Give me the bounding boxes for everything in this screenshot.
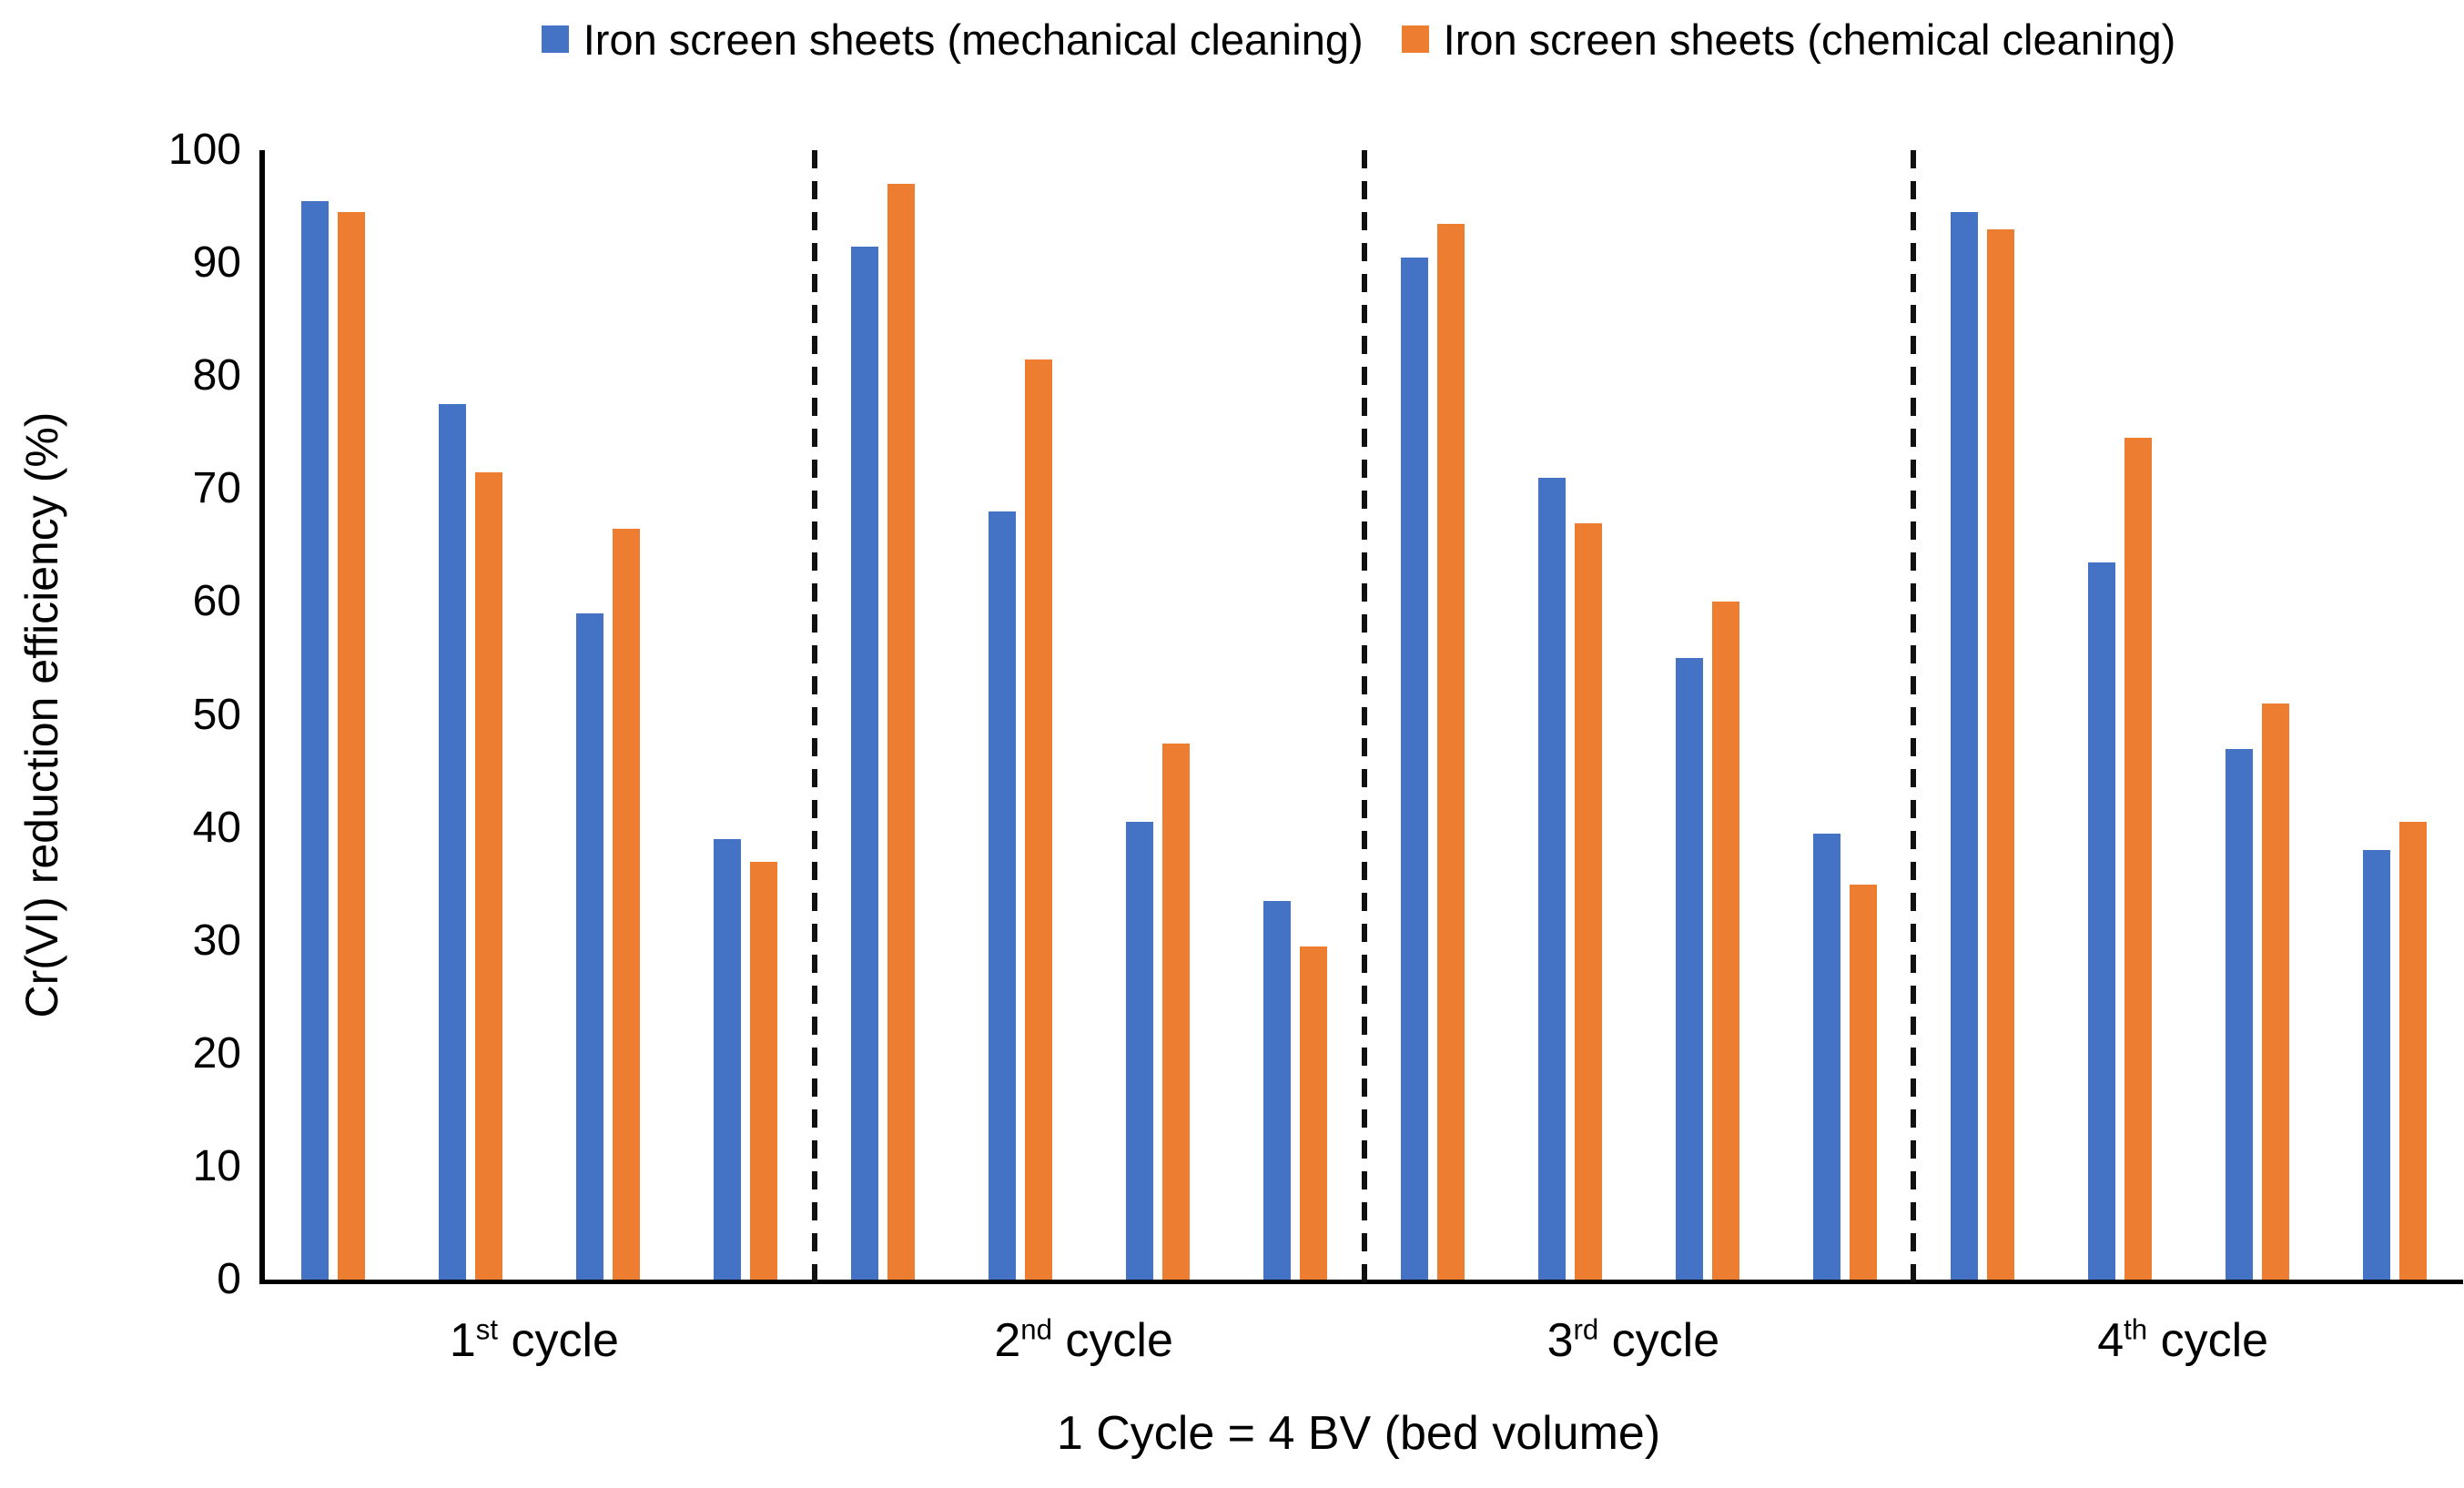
y-tick-label: 30 <box>192 916 241 965</box>
bar-group <box>1364 150 1914 1280</box>
y-axis-title: Cr(VI) reduction efficiency (%) <box>16 411 67 1018</box>
y-tick-label: 70 <box>192 464 241 513</box>
bar-chemical <box>1300 946 1328 1280</box>
y-tick-label: 90 <box>192 238 241 288</box>
bar-chemical <box>2261 704 2289 1280</box>
legend-label-mechanical: Iron screen sheets (mechanical cleaning) <box>583 15 1364 64</box>
bar-chemical <box>338 212 366 1280</box>
bar-chemical <box>1849 884 1877 1280</box>
bar-chemical <box>1711 602 1739 1280</box>
y-tick-label: 100 <box>167 126 241 174</box>
bar-pair <box>1913 150 2051 1280</box>
bar-mechanical <box>1950 212 1978 1280</box>
bar-mechanical <box>1400 257 1428 1280</box>
bar-chemical <box>475 471 503 1280</box>
x-category-label: 1st cycle <box>449 1313 619 1367</box>
bar-mechanical <box>2225 748 2253 1280</box>
bar-chemical <box>1436 223 1465 1280</box>
bar-pair <box>2188 150 2326 1280</box>
bar-group <box>1913 150 2463 1280</box>
bar-pair <box>2051 150 2188 1280</box>
bar-group <box>815 150 1364 1280</box>
bar-mechanical <box>1537 477 1566 1280</box>
bar-mechanical <box>1812 833 1840 1280</box>
bar-mechanical <box>576 612 604 1280</box>
bar-mechanical <box>851 246 879 1280</box>
bar-pair <box>1776 150 1913 1280</box>
legend-item-chemical: Iron screen sheets (chemical cleaning) <box>1401 15 2176 64</box>
bar-pair <box>540 150 677 1280</box>
bar-pair <box>2326 150 2463 1280</box>
legend-swatch-chemical-icon <box>1401 25 1429 53</box>
bar-chemical <box>613 528 641 1280</box>
bar-pair <box>265 150 402 1280</box>
x-category-label: 3rd cycle <box>1546 1313 1720 1367</box>
bar-mechanical <box>2362 850 2390 1280</box>
bar-mechanical <box>1263 901 1292 1280</box>
bar-chemical <box>1574 522 1602 1280</box>
bar-pair <box>1090 150 1227 1280</box>
bar-chemical <box>2398 822 2427 1280</box>
plot-area <box>259 150 2463 1284</box>
x-category-label: 2nd cycle <box>994 1313 1173 1367</box>
bar-chemical <box>1162 743 1191 1280</box>
bar-group <box>265 150 815 1280</box>
x-axis-title: 1 Cycle = 4 BV (bed volume) <box>1056 1407 1661 1460</box>
y-tick-label: 0 <box>217 1255 241 1303</box>
bar-mechanical <box>2087 562 2115 1280</box>
bar-pair <box>815 150 952 1280</box>
cycle-separator-dashed-line <box>811 150 817 1284</box>
y-tick-label: 50 <box>192 690 241 739</box>
bar-pair <box>1364 150 1502 1280</box>
bar-pair <box>1638 150 1776 1280</box>
legend-swatch-mechanical-icon <box>541 25 569 53</box>
x-category-label: 4th cycle <box>2097 1313 2269 1367</box>
bar-pair <box>677 150 815 1280</box>
bar-pair <box>952 150 1090 1280</box>
legend: Iron screen sheets (mechanical cleaning)… <box>259 7 2458 71</box>
legend-label-chemical: Iron screen sheets (chemical cleaning) <box>1443 15 2176 64</box>
bar-mechanical <box>1675 658 1703 1280</box>
y-tick-labels: 0 10 20 30 40 50 60 70 80 90 100 <box>82 128 241 1301</box>
bar-mechanical <box>301 200 330 1280</box>
bar-chemical <box>750 861 778 1280</box>
bar-mechanical <box>989 511 1017 1280</box>
bar-chemical <box>887 184 916 1280</box>
bar-chemical <box>1025 359 1053 1280</box>
bar-mechanical <box>1126 822 1154 1280</box>
bar-pair <box>1501 150 1638 1280</box>
bar-chemical <box>1986 228 2014 1280</box>
bar-pair <box>402 150 540 1280</box>
bar-mechanical <box>439 404 467 1280</box>
y-tick-label: 10 <box>192 1141 241 1190</box>
bar-pair <box>1227 150 1364 1280</box>
cycle-separator-dashed-line <box>1911 150 1917 1284</box>
bar-mechanical <box>714 839 742 1280</box>
legend-item-mechanical: Iron screen sheets (mechanical cleaning) <box>541 15 1364 64</box>
y-tick-label: 20 <box>192 1028 241 1078</box>
y-tick-label: 40 <box>192 803 241 852</box>
cycle-separator-dashed-line <box>1361 150 1367 1284</box>
y-tick-label: 80 <box>192 351 241 400</box>
y-tick-label: 60 <box>192 577 241 626</box>
x-category-labels: 1st cycle 2nd cycle 3rd cycle 4th cycle <box>259 1300 2458 1382</box>
bar-chemical <box>2124 438 2152 1280</box>
